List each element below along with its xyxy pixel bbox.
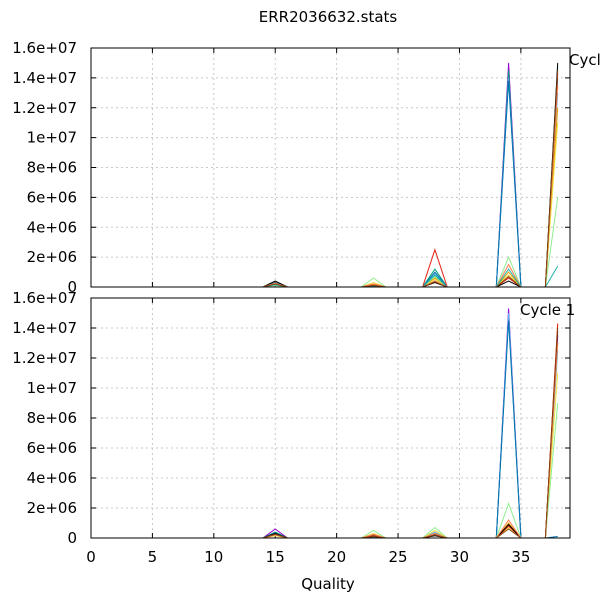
panel-2: 0 2e+06 4e+06 6e+06 8e+06 1e+07 1.2e+07 1.4e+07… — [12, 289, 575, 547]
y-tick-label: 1.2e+07 — [12, 349, 77, 367]
series-line-1 — [262, 62, 558, 287]
y-tick-label: 1.4e+07 — [12, 319, 77, 337]
series-line-9 — [262, 197, 559, 287]
series-line-10 — [262, 342, 559, 538]
y-tick-label: 2e+06 — [27, 248, 77, 266]
y-tick-label: 6e+06 — [27, 439, 77, 457]
series-line-9 — [262, 402, 559, 538]
series-line-1 — [262, 308, 559, 538]
x-tick-label: 10 — [204, 548, 223, 566]
y-tick-label: 0 — [67, 278, 77, 296]
series-line-7 — [262, 323, 559, 538]
series-line-4 — [262, 324, 559, 538]
series-line-3 — [262, 312, 559, 538]
x-tick-label: 15 — [266, 548, 285, 566]
series-group — [262, 62, 559, 287]
y-tick-label: 1.6e+07 — [12, 39, 77, 57]
panel-1: 0 2e+06 4e+06 6e+06 8e+06 1e+07 1.2e+07 1.4e+07… — [12, 39, 600, 296]
y-tick-label: 1e+07 — [27, 379, 77, 397]
y-tick-label: 1.2e+07 — [12, 99, 77, 117]
series-line-6 — [262, 77, 559, 287]
y-tick-label: 1.6e+07 — [12, 289, 77, 307]
series-line-6 — [262, 320, 558, 538]
x-axis-label: Quality — [301, 575, 355, 593]
y-tick-label: 6e+06 — [27, 188, 77, 206]
y-tick-label: 2e+06 — [27, 499, 77, 517]
plot-frame — [90, 297, 571, 539]
panels-layer: 0 2e+06 4e+06 6e+06 8e+06 1e+07 1.2e+07 1.4e+07… — [12, 39, 600, 566]
x-tick-label: 5 — [148, 548, 158, 566]
x-tick-label: 20 — [327, 548, 346, 566]
y-tick-label: 1e+07 — [27, 129, 77, 147]
y-tick-label: 8e+06 — [27, 159, 77, 177]
series-line-3 — [262, 77, 559, 287]
series-line-2 — [262, 315, 559, 538]
y-tick-label: 4e+06 — [27, 218, 77, 236]
series-line-11 — [262, 265, 559, 287]
series-line-2 — [262, 65, 559, 287]
y-tick-label: 8e+06 — [27, 409, 77, 427]
x-tick-label: 0 — [86, 548, 96, 566]
y-tick-label: 1.4e+07 — [12, 69, 77, 87]
y-tick-label: 0 — [67, 529, 77, 547]
x-tick-label: 35 — [511, 548, 530, 566]
x-tick-label: 25 — [389, 548, 408, 566]
x-tick-label: 30 — [450, 548, 469, 566]
plot-frame — [90, 47, 571, 288]
y-tick-label: 4e+06 — [27, 469, 77, 487]
series-line-8 — [262, 330, 559, 538]
panel-label: Cycle 1 — [520, 301, 575, 319]
series-line-7 — [262, 73, 559, 287]
chart-title: ERR2036632.stats — [259, 8, 398, 26]
series-line-8 — [262, 62, 559, 287]
panel-label: Cycle — [569, 51, 600, 69]
series-group — [262, 308, 559, 538]
series-line-11 — [262, 327, 559, 538]
series-line-12 — [262, 70, 559, 287]
